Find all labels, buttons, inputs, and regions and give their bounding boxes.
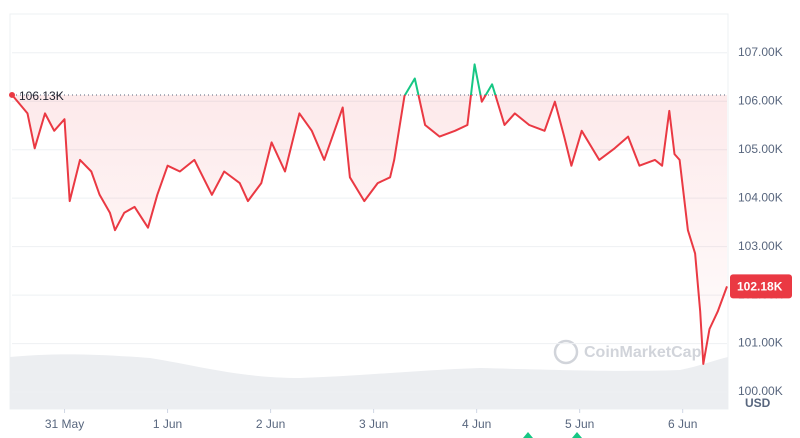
y-tick-label: 100.00K <box>738 384 783 398</box>
last-price-label: 102.18K <box>737 280 783 294</box>
watermark: CoinMarketCap <box>553 339 702 365</box>
y-tick-label: 103.00K <box>738 239 783 253</box>
x-tick-label: 2 Jun <box>256 417 285 431</box>
y-tick-label: 105.00K <box>738 142 783 156</box>
volume-area <box>10 354 728 409</box>
y-tick-label: 106.00K <box>738 93 783 107</box>
x-tick-label: 3 Jun <box>359 417 388 431</box>
y-tick-label: 107.00K <box>738 45 783 59</box>
y-tick-label: 101.00K <box>738 336 783 350</box>
event-markers <box>523 432 582 438</box>
baseline-label: 106.13K <box>19 89 64 103</box>
currency-label: USD <box>745 396 771 410</box>
price-area <box>12 94 727 364</box>
baseline-dot <box>9 91 15 98</box>
x-tick-label: 6 Jun <box>668 417 697 431</box>
watermark-text: CoinMarketCap <box>584 344 702 361</box>
last-price-badge <box>730 274 792 299</box>
x-tick-label: 4 Jun <box>462 417 491 431</box>
x-tick-label: 5 Jun <box>565 417 594 431</box>
x-tick-label: 31 May <box>45 417 84 431</box>
price-line <box>11 63 728 365</box>
x-tick-label: 1 Jun <box>153 417 182 431</box>
y-tick-label: 104.00K <box>738 190 783 204</box>
